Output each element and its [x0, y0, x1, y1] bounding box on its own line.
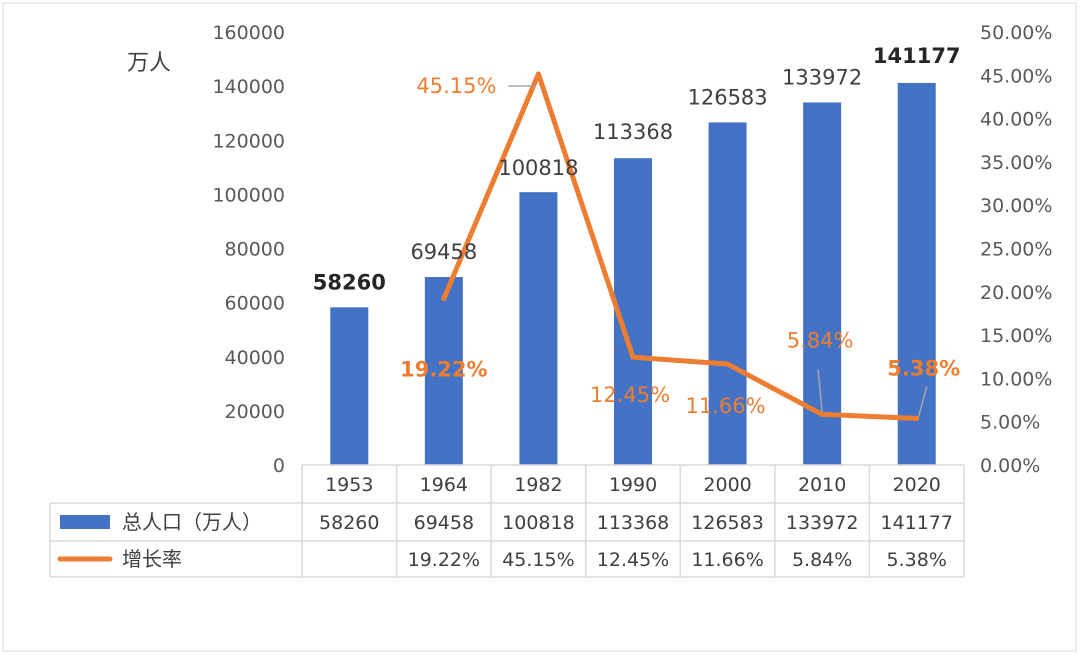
y-right-tick-label: 35.00%: [980, 152, 1052, 174]
table-cell: 58260: [319, 512, 379, 534]
y-right-tick-label: 40.00%: [980, 109, 1052, 131]
table-cell: 12.45%: [597, 549, 669, 571]
y-left-axis: 0 20000 40000 60000 80000 100000 120000 140000 1…: [212, 22, 285, 477]
bar-data-label: 141177: [873, 44, 961, 68]
line-point: [725, 361, 731, 367]
table-cell: 11.66%: [691, 549, 763, 571]
bar: [424, 277, 463, 465]
leader-line: [817, 369, 823, 413]
table-cell: 113368: [597, 512, 670, 534]
line-data-labels: 19.22% 45.15% 12.45% 11.66% 5.84% 5.38%: [400, 74, 960, 418]
y-right-tick-label: 10.00%: [980, 368, 1052, 390]
bar: [897, 82, 936, 465]
x-category-label: 1953: [325, 474, 373, 496]
legend-key-bar: [60, 515, 110, 529]
y-left-tick-label: 120000: [212, 130, 285, 152]
legend-label: 增长率: [122, 547, 182, 571]
line-point: [914, 415, 920, 421]
line-point: [630, 354, 636, 360]
y-right-tick-label: 45.00%: [980, 65, 1052, 87]
bar-data-label: 113368: [593, 120, 673, 144]
line-data-label: 12.45%: [590, 383, 670, 407]
y-right-tick-label: 15.00%: [980, 325, 1052, 347]
bar-data-label: 133972: [782, 65, 862, 89]
bar-data-label: 69458: [410, 240, 477, 264]
y-left-tick-label: 160000: [212, 22, 285, 44]
y-left-tick-label: 20000: [225, 401, 285, 423]
y-left-unit-label: 万人: [127, 51, 171, 76]
bar-data-label: 100818: [498, 156, 578, 180]
y-left-tick-label: 100000: [212, 184, 285, 206]
line-path: [441, 71, 920, 421]
y-right-axis: 0.00% 5.00% 10.00% 15.00% 20.00% 25.00% 30.00%…: [980, 22, 1052, 477]
table-cell: 69458: [414, 512, 474, 534]
table-cell: 100818: [502, 512, 575, 534]
table-cell: 5.84%: [792, 549, 852, 571]
data-table: 1953 1964 1982 1990 2000 2010 2020 总人口（万人） 增长率 58…: [49, 464, 965, 578]
table-cell: 45.15%: [502, 549, 574, 571]
line-data-label: 45.15%: [416, 74, 496, 98]
x-category-label: 1990: [609, 474, 657, 496]
line-data-label: 19.22%: [400, 358, 487, 382]
table-cell: 126583: [691, 512, 764, 534]
y-left-tick-label: 140000: [212, 76, 285, 98]
table-cell: 19.22%: [408, 549, 480, 571]
line-data-label: 5.38%: [887, 356, 960, 380]
y-left-tick-label: 40000: [225, 347, 285, 369]
y-right-tick-label: 20.00%: [980, 282, 1052, 304]
table-cell: 5.38%: [887, 549, 947, 571]
x-category-label: 2020: [893, 474, 941, 496]
bar-data-label: 126583: [687, 85, 767, 109]
bar-series: [330, 82, 936, 465]
y-right-tick-label: 50.00%: [980, 22, 1052, 44]
y-right-tick-label: 5.00%: [980, 412, 1040, 434]
bar: [519, 192, 558, 465]
bar-data-labels: 58260 69458 100818 113368 126583 133972 141177: [313, 44, 961, 294]
line-point: [535, 71, 541, 77]
line-point: [819, 411, 825, 417]
y-right-tick-label: 0.00%: [980, 455, 1040, 477]
y-left-tick-label: 80000: [225, 239, 285, 261]
legend-label: 总人口（万人）: [122, 510, 262, 534]
y-right-tick-label: 30.00%: [980, 195, 1052, 217]
x-category-label: 2010: [798, 474, 846, 496]
line-data-label: 11.66%: [686, 394, 766, 418]
x-category-label: 1964: [420, 474, 468, 496]
y-right-tick-label: 25.00%: [980, 239, 1052, 261]
line-point: [441, 296, 447, 302]
table-cell: 133972: [786, 512, 859, 534]
x-category-label: 1982: [514, 474, 562, 496]
bar: [330, 307, 369, 465]
x-category-label: 2000: [703, 474, 751, 496]
y-left-tick-label: 0: [273, 455, 285, 477]
line-series: [441, 71, 920, 421]
bar: [708, 122, 747, 465]
table-cell: 141177: [880, 512, 953, 534]
line-data-label: 5.84%: [787, 328, 854, 352]
leader-line: [917, 386, 928, 417]
bar-data-label: 58260: [313, 270, 386, 294]
y-left-tick-label: 60000: [225, 293, 285, 315]
